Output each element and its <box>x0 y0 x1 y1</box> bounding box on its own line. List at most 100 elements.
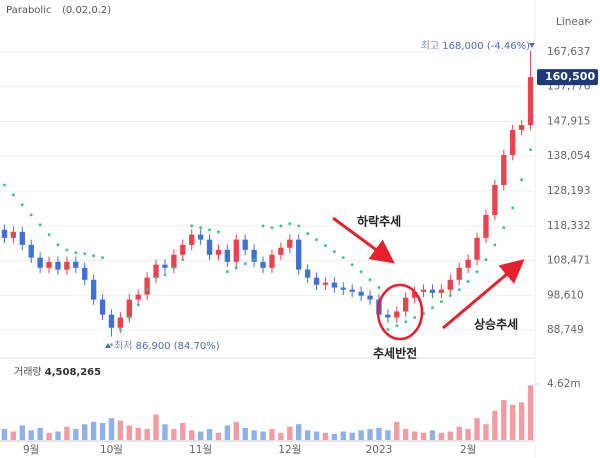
volume-bar <box>180 423 186 440</box>
sar-dot <box>101 256 104 259</box>
candle-body <box>251 249 257 262</box>
volume-bar <box>233 421 239 440</box>
candle-body <box>447 279 453 290</box>
volume-bar <box>385 430 391 440</box>
volume-bar <box>153 414 159 440</box>
arrow-up <box>442 259 525 330</box>
volume-bar <box>287 426 293 440</box>
x-tick-label: 10월 <box>100 444 123 456</box>
annotation-reversal: 추세반전 <box>373 346 417 361</box>
sar-dot <box>511 206 515 210</box>
candle-body <box>242 239 248 250</box>
sar-dot <box>38 223 42 227</box>
sar-dot <box>520 178 524 182</box>
volume-bar <box>429 430 436 440</box>
candle-body <box>287 239 293 248</box>
candle-body <box>483 214 489 238</box>
scale-chevron <box>585 19 593 24</box>
candle-body <box>144 277 150 295</box>
y-tick-label: 128,193 <box>547 185 590 197</box>
candle-body <box>296 239 302 270</box>
x-tick-label: 9월 <box>23 444 39 456</box>
volume-bar <box>296 424 302 440</box>
sar-dot <box>404 320 408 324</box>
y-tick-label: 138,054 <box>547 150 591 162</box>
volume-bar <box>206 429 213 440</box>
sar-dot <box>110 343 113 347</box>
candle-body <box>55 261 61 270</box>
candle-body <box>438 289 445 293</box>
candle-body <box>215 249 222 255</box>
sar-dot <box>11 193 15 197</box>
candle-body <box>126 299 132 318</box>
y-tick-label: 88,749 <box>547 324 584 336</box>
candle-body <box>518 125 525 130</box>
min-label: 최저 <box>114 340 132 352</box>
y-tick-label: 98,610 <box>547 289 584 301</box>
annotation-down: 하락추세 <box>357 214 401 229</box>
sar-dot <box>529 148 532 152</box>
candle-body <box>233 239 239 262</box>
max-annotation: 최고 168,000 (-4.46%) <box>421 40 530 52</box>
volume-bar <box>394 421 400 440</box>
sar-dot <box>386 328 390 331</box>
volume-bar <box>465 429 471 440</box>
max-marker <box>529 43 535 48</box>
candle-body <box>456 267 462 280</box>
volume-bar <box>367 429 373 440</box>
candle-body <box>465 259 471 268</box>
sar-dot <box>83 252 87 256</box>
volume-bar <box>322 432 329 440</box>
sar-dot <box>217 230 220 234</box>
sar-dot <box>234 266 238 270</box>
volume-bar <box>28 430 34 440</box>
arrow-down <box>332 216 395 264</box>
y-tick-label: 108,471 <box>547 255 590 267</box>
candle-body <box>411 291 418 298</box>
scale-button[interactable]: Linear <box>556 16 589 28</box>
grid-layer <box>0 51 535 331</box>
volume-bar <box>37 427 43 440</box>
sar-dot <box>261 224 265 228</box>
y-tick-label: 118,332 <box>547 220 590 232</box>
candle-body <box>180 244 186 255</box>
sar-dot <box>288 222 292 226</box>
sar-dot <box>3 183 6 187</box>
volume-bar <box>117 420 124 440</box>
candle-body <box>153 264 159 278</box>
min-annotation: 최저 86,900 (84.70%) <box>114 340 220 352</box>
candle-body <box>340 287 346 290</box>
indicator-params: (0.02,0.2) <box>62 5 111 16</box>
volume-bar <box>447 431 453 440</box>
sar-dot <box>315 238 318 242</box>
candle-body <box>331 282 338 288</box>
candle-body <box>19 231 25 245</box>
sar-dot <box>172 266 176 270</box>
sar-dot <box>92 254 96 258</box>
candle-body <box>322 282 329 285</box>
x-tick-label: 2월 <box>460 444 476 456</box>
sar-dot <box>208 228 211 232</box>
candle-body <box>135 294 141 300</box>
volume-bar <box>224 425 231 440</box>
candle-body <box>224 249 231 262</box>
volume-bar <box>358 430 364 440</box>
candle-body <box>278 247 284 255</box>
indicator-name: Parabolic <box>6 5 51 16</box>
volume-bar <box>19 425 25 440</box>
sar-dot <box>145 288 149 292</box>
volume-bar <box>46 432 52 440</box>
volume-bar <box>242 427 248 440</box>
sar-dot <box>502 226 506 230</box>
volume-title: 거래량 4,508,265 <box>14 366 101 378</box>
volume-bar <box>501 400 507 440</box>
sar-dot <box>243 262 247 265</box>
volume-bar <box>376 427 382 440</box>
sar-dot <box>163 273 167 277</box>
candle-body <box>99 299 106 315</box>
volume-bar <box>55 431 61 440</box>
sar-dot <box>466 280 470 283</box>
sar-dot <box>368 278 372 282</box>
max-label: 최고 <box>421 40 439 52</box>
